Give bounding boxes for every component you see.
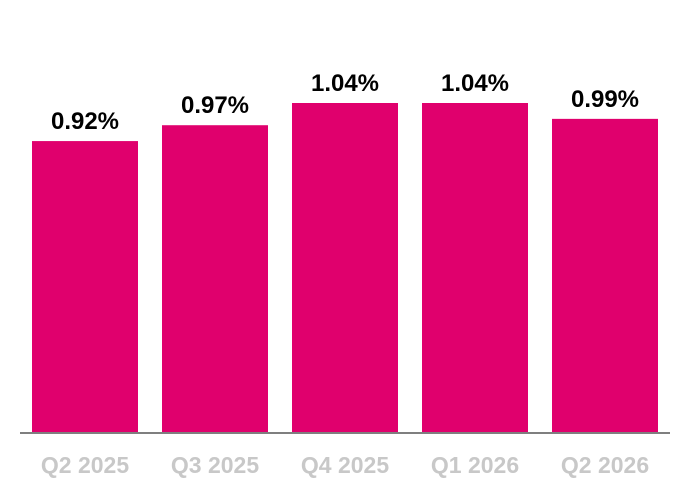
bar-q1-2026 (422, 103, 528, 433)
category-label-q3-2025: Q3 2025 (171, 452, 259, 478)
value-label-q4-2025: 1.04% (311, 70, 379, 97)
category-label-q2-2025: Q2 2025 (41, 452, 129, 478)
value-label-q2-2025: 0.92% (51, 108, 119, 135)
value-labels-group: 0.92% 0.97% 1.04% 1.04% 0.99% (51, 70, 639, 135)
value-label-q3-2025: 0.97% (181, 92, 249, 119)
bar-q4-2025 (292, 103, 398, 433)
category-labels-group: Q2 2025 Q3 2025 Q4 2025 Q1 2026 Q2 2026 (41, 452, 649, 478)
bar-q3-2025 (162, 125, 268, 433)
bar-q2-2026 (552, 118, 658, 433)
category-label-q2-2026: Q2 2026 (561, 452, 649, 478)
category-label-q4-2025: Q4 2025 (301, 452, 389, 478)
value-label-q2-2026: 0.99% (571, 86, 639, 113)
bars-group (32, 103, 658, 434)
bar-q2-2025 (32, 141, 138, 434)
category-label-q1-2026: Q1 2026 (431, 452, 519, 478)
value-label-q1-2026: 1.04% (441, 70, 509, 97)
